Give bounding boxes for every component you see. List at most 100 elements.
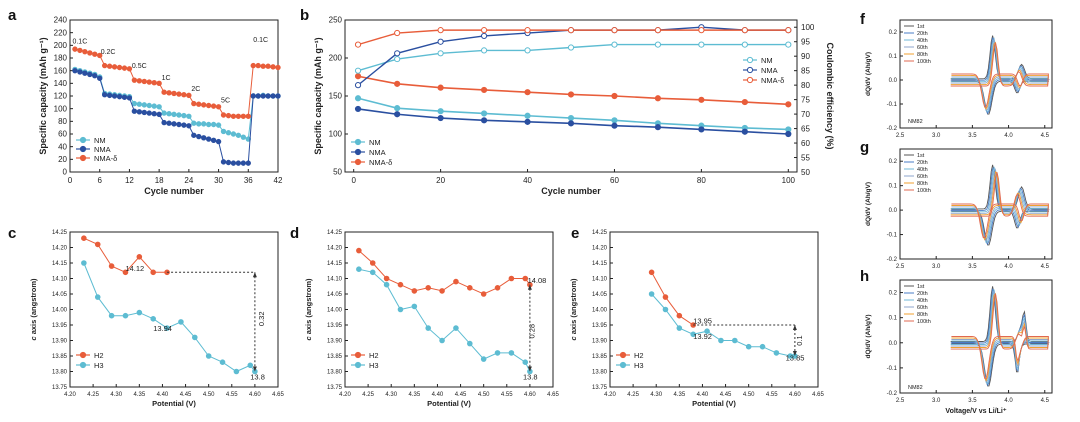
y-tick-label: 0.2	[889, 30, 898, 36]
series-H2-point	[397, 281, 404, 288]
series-H3-point	[676, 325, 683, 331]
series-H3-point	[178, 319, 184, 325]
y-tick-label: 0.2	[889, 291, 898, 297]
y-tick-label: 0.0	[889, 208, 898, 214]
legend-marker	[79, 154, 87, 162]
y-tick-label: 13.75	[592, 385, 608, 391]
y-tick-label: 0.2	[889, 159, 898, 165]
series-H2-point	[453, 278, 459, 285]
series-point	[524, 118, 531, 125]
series-point	[354, 82, 362, 89]
legend-marker	[746, 66, 754, 74]
x-tick-label: 4.0	[1004, 264, 1013, 270]
series-H3-point	[164, 325, 170, 331]
panel-b: 0 20 40 60 80 100 50 100 150 200 250 b 50 55 60 65 70 75 8…	[300, 7, 835, 196]
panel-letter: e	[571, 225, 579, 242]
series-NMA-point	[201, 135, 207, 141]
series-point	[698, 41, 705, 48]
rate-label: 0.2C	[101, 49, 116, 56]
series-H3-point	[662, 306, 669, 313]
series-NMA-point	[220, 159, 227, 165]
panel-e: 4.20 4.25 4.30 4.35 4.40 4.45 4.50 4.55 4.60 4.65…	[569, 225, 824, 408]
y-tick-label: 120	[54, 92, 68, 101]
x-tick-label: 4.20	[64, 392, 76, 398]
series-NMA-point	[82, 70, 88, 76]
y-tick-label: 13.75	[52, 385, 68, 391]
y-tick-label: 240	[54, 16, 68, 25]
y-tick-label: 13.80	[592, 370, 608, 376]
series-NMA-point	[136, 109, 143, 115]
rate-label: 0.1C	[253, 37, 268, 44]
y-tick-label: 60	[58, 130, 67, 139]
series-H3-point	[480, 356, 487, 362]
series-H2-point	[648, 269, 655, 276]
legend-marker	[79, 136, 87, 144]
series-H3-point	[648, 291, 655, 297]
series-H2-point	[494, 285, 501, 291]
y-axis-title: Specific capacity (mAh g⁻¹)	[38, 37, 48, 154]
y-tick-label: 160	[54, 66, 68, 75]
series-NMA-δ-point	[181, 92, 187, 98]
series-point	[785, 41, 792, 48]
y-tick-label: 250	[329, 16, 343, 25]
series-point	[698, 126, 705, 133]
series-point	[480, 27, 488, 34]
series-NM-point	[176, 112, 182, 118]
series-NMA-point	[146, 110, 152, 116]
curve-100th	[950, 172, 1049, 238]
series-point	[785, 101, 792, 108]
series-H3-point	[383, 281, 390, 288]
y-tick-label: 14.00	[327, 308, 343, 314]
series-NMA-point	[176, 121, 182, 128]
series-H2-point	[676, 312, 683, 319]
series-point	[394, 29, 401, 37]
x-tick-label: 4.25	[87, 392, 99, 398]
series-NMA-point	[87, 71, 93, 78]
y2-tick-label: 70	[801, 110, 810, 119]
rate-label: 2C	[191, 86, 200, 93]
series-NMA-δ-point	[77, 47, 83, 54]
legend-label: NMA-δ	[761, 76, 784, 85]
series-NMA-point	[225, 159, 232, 166]
x-axis-title: Cycle number	[144, 186, 204, 196]
series-NMA-δ-point	[136, 78, 143, 84]
x-tick-label: 24	[184, 176, 193, 185]
legend-marker	[79, 361, 87, 369]
legend-label: NMA-δ	[369, 158, 392, 167]
series-point	[654, 27, 662, 34]
series-H3-point	[508, 350, 515, 356]
series-NM-point	[240, 134, 247, 140]
legend-label: NM	[369, 138, 381, 147]
y-tick-label: 13.75	[327, 385, 343, 391]
series-point	[437, 38, 444, 45]
series-NM-point	[225, 130, 232, 136]
y-tick-label: 14.00	[52, 308, 68, 314]
y-tick-label: 14.25	[592, 230, 608, 236]
series-H3-point	[369, 269, 376, 276]
series-H2-point	[94, 241, 101, 248]
series-NMA-δ-point	[72, 46, 78, 52]
series-H3-point	[467, 340, 473, 347]
series-H3-point	[108, 312, 115, 319]
sample-label: NM82	[908, 385, 923, 391]
legend-label: NMA	[761, 66, 778, 75]
y-tick-label: 13.80	[327, 370, 343, 376]
x-tick-label: 4.0	[1004, 398, 1013, 404]
series-point	[698, 27, 705, 34]
series-NMA-point	[230, 160, 237, 166]
y-tick-label: 200	[54, 41, 68, 50]
legend-label: H2	[369, 351, 379, 360]
panel-g: 2.5 3.0 3.5 4.0 4.5 -0.2 -0.1 0.0 0.1 0.2 g 1st20th…	[860, 139, 1053, 270]
series-point	[654, 41, 662, 48]
series-point	[567, 120, 575, 127]
y-axis-title: dQ/dV (Ah/gV)	[865, 182, 872, 226]
panel-letter: h	[860, 268, 869, 285]
y-tick-label: 14.00	[592, 308, 608, 314]
series-H3-point	[247, 362, 254, 369]
legend-label: 40th	[917, 167, 928, 173]
legend-label: 20th	[917, 31, 928, 37]
series-NMA-δ-point	[121, 65, 128, 71]
y-tick-label: 14.05	[592, 292, 608, 298]
y-tick-label: 14.15	[52, 261, 68, 267]
x-tick-label: 4.50	[203, 392, 215, 398]
